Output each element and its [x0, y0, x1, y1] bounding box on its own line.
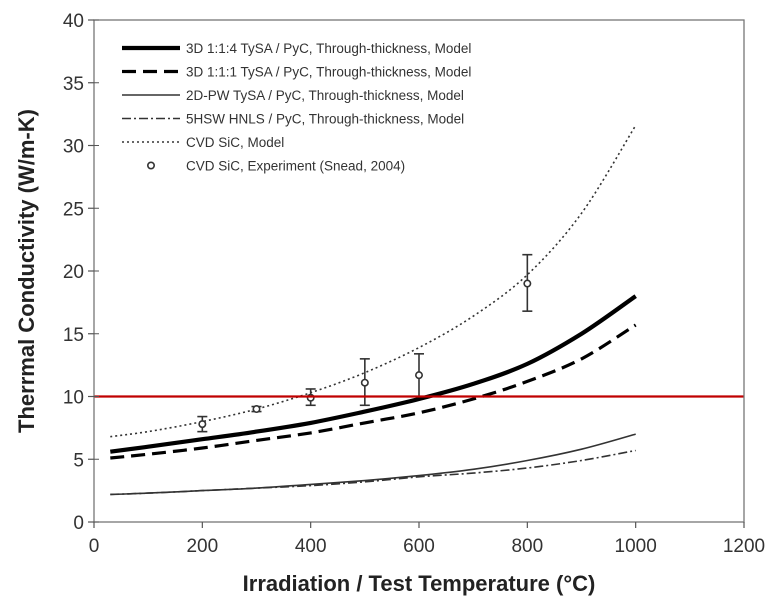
y-tick-label: 5 — [73, 450, 84, 471]
x-tick-label: 0 — [89, 536, 100, 557]
y-tick-label: 35 — [63, 74, 84, 95]
y-tick-label: 20 — [63, 262, 84, 283]
y-tick-label: 0 — [73, 513, 84, 534]
y-tick-label: 10 — [63, 388, 84, 409]
legend: 3D 1:1:4 TySA / PyC, Through-thickness, … — [122, 41, 471, 174]
y-tick-label: 30 — [63, 137, 84, 158]
data-point — [414, 371, 423, 380]
x-tick-label: 1000 — [615, 536, 657, 557]
x-axis-title: Irradiation / Test Temperature (°C) — [243, 571, 596, 596]
x-tick-label: 200 — [186, 536, 218, 557]
data-point — [198, 420, 207, 429]
legend-marker — [147, 161, 156, 170]
x-tick-label: 800 — [511, 536, 543, 557]
legend-label: CVD SiC, Model — [186, 135, 284, 150]
legend-label: 2D-PW TySA / PyC, Through-thickness, Mod… — [186, 88, 464, 103]
legend-label: 3D 1:1:1 TySA / PyC, Through-thickness, … — [186, 65, 471, 80]
series-line-1 — [110, 294, 637, 454]
y-tick-label: 15 — [63, 325, 84, 346]
y-axis-title: Therrmal Conductivity (W/m-K) — [14, 109, 39, 433]
legend-label: 3D 1:1:4 TySA / PyC, Through-thickness, … — [186, 41, 471, 56]
series-line-4 — [110, 449, 636, 496]
data-point — [252, 405, 261, 414]
data-point — [523, 279, 532, 288]
legend-label: CVD SiC, Experiment (Snead, 2004) — [186, 159, 405, 174]
legend-label: 5HSW HNLS / PyC, Through-thickness, Mode… — [186, 112, 464, 127]
x-tick-label: 400 — [295, 536, 327, 557]
x-tick-label: 1200 — [723, 536, 765, 557]
data-point — [360, 378, 369, 387]
y-tick-label: 40 — [63, 11, 84, 32]
x-tick-label: 600 — [403, 536, 435, 557]
series-line-2 — [110, 323, 637, 460]
y-tick-label: 25 — [63, 199, 84, 220]
